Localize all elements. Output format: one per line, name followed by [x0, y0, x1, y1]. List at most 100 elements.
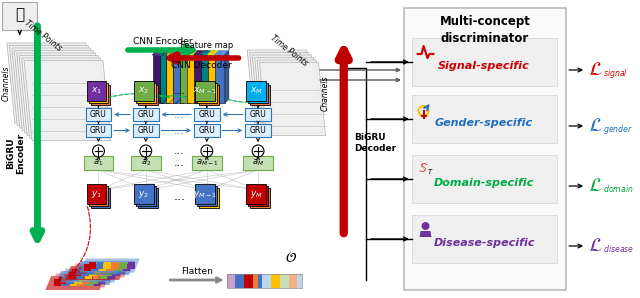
Text: GRU: GRU	[198, 126, 215, 135]
Text: $_{signal}$: $_{signal}$	[603, 66, 628, 81]
Bar	[246, 81, 266, 101]
Polygon shape	[204, 51, 208, 103]
Bar	[62, 279, 69, 286]
Polygon shape	[159, 51, 173, 55]
Text: $_{domain}$: $_{domain}$	[603, 184, 634, 196]
Bar	[86, 108, 111, 121]
Bar	[93, 279, 100, 286]
Bar	[199, 85, 219, 105]
Bar	[138, 188, 157, 208]
Text: Gender-specific: Gender-specific	[435, 118, 533, 128]
Bar	[75, 277, 82, 283]
Bar	[83, 277, 90, 283]
Bar	[197, 186, 217, 206]
Polygon shape	[70, 263, 130, 277]
Bar	[104, 262, 111, 268]
Polygon shape	[80, 258, 140, 272]
Polygon shape	[252, 55, 318, 128]
Text: Domain-specific: Domain-specific	[434, 178, 534, 188]
Bar	[70, 279, 77, 286]
Polygon shape	[215, 51, 228, 55]
Bar	[91, 85, 110, 105]
Polygon shape	[22, 58, 108, 138]
Bar	[280, 274, 284, 288]
Bar	[93, 271, 99, 279]
Bar	[257, 274, 262, 288]
Polygon shape	[176, 51, 180, 103]
Text: $_{disease}$: $_{disease}$	[603, 244, 634, 256]
Bar	[195, 184, 215, 204]
Text: Feature map: Feature map	[180, 41, 234, 50]
Bar	[86, 184, 106, 204]
Bar	[84, 264, 91, 271]
Polygon shape	[19, 55, 106, 136]
Bar	[79, 266, 86, 274]
Bar	[89, 186, 108, 206]
Text: BiGRU
Encoder: BiGRU Encoder	[6, 132, 26, 173]
Polygon shape	[225, 51, 228, 103]
Polygon shape	[10, 46, 96, 125]
Polygon shape	[60, 268, 120, 283]
Text: CNN Decoder: CNN Decoder	[171, 61, 231, 71]
Bar	[91, 277, 97, 283]
Bar	[86, 81, 106, 101]
Polygon shape	[255, 58, 321, 131]
Bar	[131, 156, 161, 170]
Bar	[166, 55, 176, 103]
Text: GRU: GRU	[198, 110, 215, 119]
Bar	[250, 85, 270, 105]
Text: GRU: GRU	[250, 110, 266, 119]
Text: $y_2$: $y_2$	[138, 189, 149, 199]
Bar	[115, 264, 122, 271]
Text: $x_M$: $x_M$	[250, 86, 262, 96]
Text: BiGRU
Decoder: BiGRU Decoder	[355, 133, 397, 153]
Bar	[77, 271, 84, 279]
Bar	[108, 271, 115, 279]
Bar	[59, 277, 66, 283]
Text: CNN Encoder: CNN Encoder	[132, 36, 193, 46]
Bar	[95, 274, 102, 281]
Bar	[153, 55, 163, 103]
Bar	[84, 271, 92, 279]
Polygon shape	[14, 50, 101, 131]
Text: $x_2$: $x_2$	[138, 86, 149, 96]
Polygon shape	[201, 51, 215, 55]
Text: $x_1$: $x_1$	[91, 86, 102, 96]
Bar	[271, 274, 275, 288]
Polygon shape	[55, 271, 115, 285]
Text: ...: ...	[173, 85, 185, 97]
Bar	[91, 188, 110, 208]
Bar	[194, 124, 220, 137]
Text: GRU: GRU	[138, 126, 154, 135]
Polygon shape	[180, 51, 194, 55]
Polygon shape	[45, 276, 106, 290]
Bar	[97, 262, 104, 268]
Bar	[266, 274, 271, 288]
Text: GRU: GRU	[138, 110, 154, 119]
Bar	[173, 55, 183, 103]
Text: ...: ...	[174, 125, 185, 136]
Bar	[74, 269, 81, 276]
Bar	[245, 124, 271, 137]
Bar	[243, 156, 273, 170]
Text: Signal-specific: Signal-specific	[438, 61, 530, 71]
Polygon shape	[173, 51, 187, 55]
Polygon shape	[250, 52, 316, 125]
Polygon shape	[208, 51, 221, 55]
Bar	[113, 269, 120, 276]
Polygon shape	[420, 231, 431, 237]
Circle shape	[140, 145, 152, 157]
Text: $\mathcal{L}$: $\mathcal{L}$	[588, 237, 603, 255]
Bar	[201, 55, 211, 103]
Text: GRU: GRU	[90, 110, 107, 119]
Text: $x_{M-1}$: $x_{M-1}$	[193, 86, 217, 96]
Bar	[208, 55, 218, 103]
Polygon shape	[75, 261, 135, 275]
Bar	[253, 274, 257, 288]
Text: $a_2$: $a_2$	[141, 158, 151, 168]
Bar	[248, 83, 268, 103]
Bar	[86, 124, 111, 137]
Bar	[412, 38, 557, 86]
Polygon shape	[166, 51, 180, 55]
Bar	[199, 188, 219, 208]
